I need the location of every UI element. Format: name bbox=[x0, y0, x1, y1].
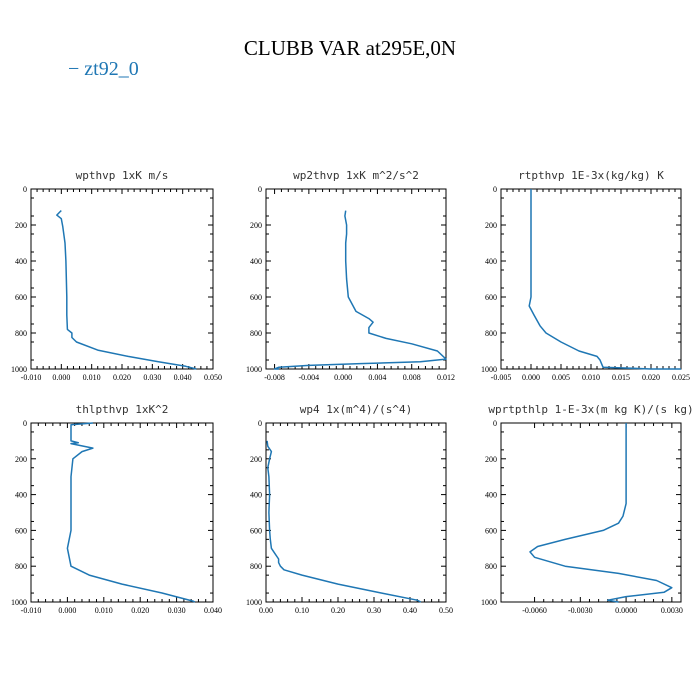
panel-4-ytick-label: 200 bbox=[15, 455, 27, 464]
panel-1-series-line-1 bbox=[56, 210, 197, 370]
panel-3-xtick-label: 0.000 bbox=[522, 373, 540, 382]
panel-6-xtick-label: -0.0060 bbox=[522, 606, 547, 615]
panel-3-frame bbox=[500, 188, 682, 370]
panel-2-ytick-label: 1000 bbox=[246, 365, 262, 374]
panel-3-ytick-label: 400 bbox=[485, 257, 497, 266]
panel-6-ytick-label: 400 bbox=[485, 491, 497, 500]
panel-2-ytick-label: 0 bbox=[258, 185, 262, 194]
panel-4-frame bbox=[30, 422, 214, 603]
panel-6-xtick-label: 0.0030 bbox=[661, 606, 683, 615]
panel-4-xtick-label: 0.020 bbox=[131, 606, 149, 615]
panel-2-xtick-label: 0.004 bbox=[368, 373, 386, 382]
panel-4-ytick-label: 600 bbox=[15, 526, 27, 535]
panel-2-xtick-label: 0.000 bbox=[334, 373, 352, 382]
panel-2-xtick-label: -0.004 bbox=[299, 373, 320, 382]
panel-1-xtick-label: 0.000 bbox=[52, 373, 70, 382]
panel-4-title: thlpthvp 1xK^2 bbox=[76, 403, 169, 416]
panel-2-xtick-label: 0.008 bbox=[403, 373, 421, 382]
panel-4-ytick-label: 1000 bbox=[11, 598, 27, 607]
panel-6-ytick-label: 0 bbox=[493, 419, 497, 428]
panel-3-ytick-label: 0 bbox=[493, 185, 497, 194]
panel-6-ytick-label: 200 bbox=[485, 455, 497, 464]
panel-6-xtick-label: -0.0030 bbox=[568, 606, 593, 615]
panel-6-xtick-label: 0.0000 bbox=[615, 606, 637, 615]
panel-5-ytick-label: 0 bbox=[258, 419, 262, 428]
panel-2-ytick-label: 200 bbox=[250, 221, 262, 230]
panel-1-ytick-label: 400 bbox=[15, 257, 27, 266]
panel-3-xtick-label: 0.015 bbox=[612, 373, 630, 382]
panel-5-ytick-label: 800 bbox=[250, 562, 262, 571]
panel-1-xtick-label: 0.050 bbox=[204, 373, 222, 382]
panel-6-ytick-label: 600 bbox=[485, 526, 497, 535]
panel-5-xtick-label: 0.40 bbox=[403, 606, 417, 615]
panel-6-title: wprtpthlp 1-E-3x(m kg K)/(s kg) bbox=[488, 403, 693, 416]
panel-3-xtick-label: 0.005 bbox=[552, 373, 570, 382]
panel-5-xtick-label: 0.20 bbox=[331, 606, 345, 615]
panel-4-xtick-label: 0.000 bbox=[58, 606, 76, 615]
panel-5-ytick-label: 600 bbox=[250, 526, 262, 535]
panel-5-frame bbox=[265, 422, 447, 603]
panel-2-title: wp2thvp 1xK m^2/s^2 bbox=[293, 169, 419, 182]
panel-1-xtick-label: 0.020 bbox=[113, 373, 131, 382]
panel-4-ytick-label: 0 bbox=[23, 419, 27, 428]
panel-1-ytick-label: 200 bbox=[15, 221, 27, 230]
panel-1-ytick-label: 0 bbox=[23, 185, 27, 194]
panel-1-ytick-label: 1000 bbox=[11, 365, 27, 374]
panel-2-series-line-1 bbox=[273, 210, 447, 370]
panel-4-series-line-1 bbox=[66, 422, 196, 603]
panel-4-ytick-label: 800 bbox=[15, 562, 27, 571]
panel-1-ytick-label: 600 bbox=[15, 293, 27, 302]
panel-3-ytick-label: 200 bbox=[485, 221, 497, 230]
panel-3-series-line-1 bbox=[528, 189, 681, 370]
panel-3-xtick-label: -0.005 bbox=[491, 373, 512, 382]
panel-2-ytick-label: 400 bbox=[250, 257, 262, 266]
panel-5-xtick-label: 0.30 bbox=[367, 606, 381, 615]
panel-5-xtick-label: 0.10 bbox=[295, 606, 309, 615]
panel-4-xtick-label: 0.010 bbox=[95, 606, 113, 615]
panel-1-xtick-label: -0.010 bbox=[21, 373, 42, 382]
panel-3-ytick-label: 600 bbox=[485, 293, 497, 302]
figure-title: CLUBB VAR at295E,0N bbox=[243, 36, 457, 60]
panel-6-frame bbox=[500, 422, 682, 603]
panel-1-xtick-label: 0.030 bbox=[143, 373, 161, 382]
panel-1-xtick-label: 0.010 bbox=[83, 373, 101, 382]
panel-3-xtick-label: 0.010 bbox=[582, 373, 600, 382]
panel-6-series-line-1 bbox=[529, 423, 673, 603]
panel-6-ytick-label: 1000 bbox=[481, 598, 497, 607]
panel-5-ytick-label: 400 bbox=[250, 491, 262, 500]
panel-3-xtick-label: 0.020 bbox=[642, 373, 660, 382]
legend-entry: − zt92_0 bbox=[68, 58, 139, 80]
panel-5-ytick-label: 1000 bbox=[246, 598, 262, 607]
panel-3-ytick-label: 800 bbox=[485, 329, 497, 338]
panel-1-ytick-label: 800 bbox=[15, 329, 27, 338]
panel-4-ytick-label: 400 bbox=[15, 491, 27, 500]
panel-3-title: rtpthvp 1E-3x(kg/kg) K bbox=[518, 169, 664, 182]
panel-4-xtick-label: 0.030 bbox=[168, 606, 186, 615]
panel-2-ytick-label: 800 bbox=[250, 329, 262, 338]
panel-5-title: wp4 1x(m^4)/(s^4) bbox=[300, 403, 413, 416]
panel-2-ytick-label: 600 bbox=[250, 293, 262, 302]
panel-3-ytick-label: 1000 bbox=[481, 365, 497, 374]
panel-5-xtick-label: 0.00 bbox=[259, 606, 273, 615]
panel-4-xtick-label: -0.010 bbox=[21, 606, 42, 615]
panel-1-xtick-label: 0.040 bbox=[174, 373, 192, 382]
panel-5-series-line-1 bbox=[266, 440, 422, 603]
panel-2-xtick-label: -0.008 bbox=[264, 373, 285, 382]
panel-1-title: wpthvp 1xK m/s bbox=[76, 169, 169, 182]
panel-5-xtick-label: 0.50 bbox=[439, 606, 453, 615]
panel-3-xtick-label: 0.025 bbox=[672, 373, 690, 382]
panel-2-xtick-label: 0.012 bbox=[437, 373, 455, 382]
panel-4-xtick-label: 0.040 bbox=[204, 606, 222, 615]
panel-5-ytick-label: 200 bbox=[250, 455, 262, 464]
panel-2-frame bbox=[265, 188, 447, 370]
panel-6-ytick-label: 800 bbox=[485, 562, 497, 571]
